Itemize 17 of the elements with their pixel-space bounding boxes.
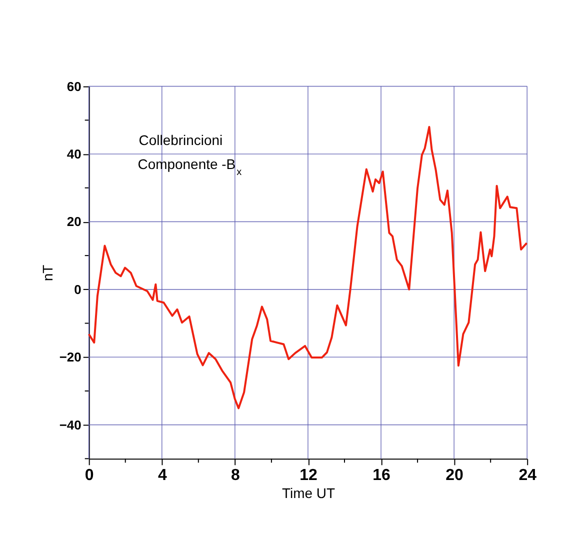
- y-tick-label: 60: [66, 78, 82, 94]
- y-tick-label: 40: [66, 146, 82, 162]
- x-tick-label: 24: [518, 467, 537, 484]
- line-series: [88, 126, 528, 410]
- x-tick-label: 20: [446, 467, 464, 484]
- y-axis-title: nT: [39, 264, 56, 282]
- y-tick-label: 0: [74, 282, 82, 297]
- x-tick-label: 0: [84, 467, 94, 484]
- x-axis-title: Time UT: [282, 485, 336, 502]
- x-tick-label: 12: [300, 467, 318, 484]
- y-tick-label: −40: [59, 417, 82, 432]
- x-tick-label: 4: [158, 467, 167, 484]
- y-tick-label: −20: [59, 350, 82, 365]
- annotation: Collebrincioni: [138, 132, 223, 148]
- y-tick-label: 20: [66, 214, 82, 230]
- x-tick-label: 8: [230, 467, 240, 484]
- x-tick-label: 16: [372, 467, 391, 484]
